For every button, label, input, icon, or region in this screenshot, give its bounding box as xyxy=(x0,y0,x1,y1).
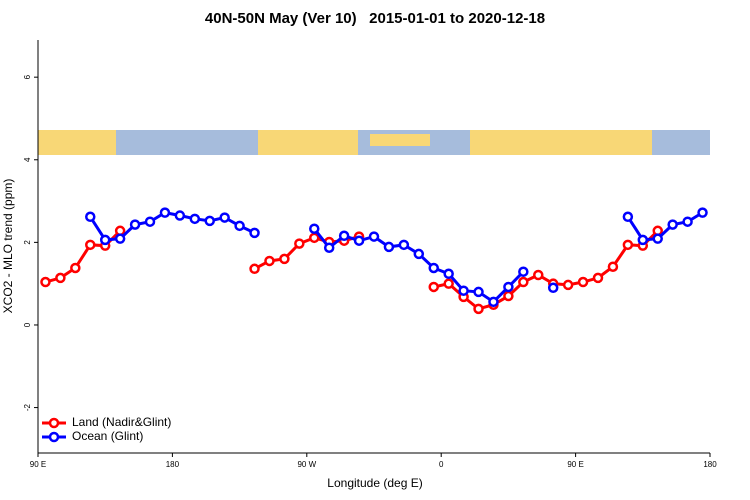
legend-label: Ocean (Glint) xyxy=(72,429,143,443)
legend-label: Land (Nadir&Glint) xyxy=(72,415,171,429)
x-tick-label: 90 W xyxy=(297,460,316,469)
data-point xyxy=(353,235,365,246)
data-point xyxy=(428,281,439,293)
data-point xyxy=(697,207,708,218)
data-point xyxy=(249,227,260,239)
data-point xyxy=(249,263,260,275)
data-point xyxy=(338,230,350,242)
data-point xyxy=(85,211,96,223)
data-point xyxy=(174,210,186,221)
data-point xyxy=(234,220,245,232)
data-point xyxy=(309,232,320,244)
data-point xyxy=(219,212,230,223)
data-point xyxy=(70,262,81,274)
x-tick-label: 90 E xyxy=(567,460,583,469)
x-tick-label: 0 xyxy=(439,460,444,469)
data-point xyxy=(129,219,141,230)
data-point xyxy=(577,276,589,288)
data-point xyxy=(204,215,215,227)
y-tick-label: 0 xyxy=(23,322,32,327)
data-point xyxy=(622,211,634,223)
data-point xyxy=(323,242,335,253)
data-point xyxy=(309,223,320,234)
data-point xyxy=(413,248,425,260)
data-point xyxy=(592,272,604,284)
data-point xyxy=(667,219,678,230)
x-axis-label: Longitude (deg E) xyxy=(327,476,422,490)
x-tick-label: 90 E xyxy=(30,460,46,469)
data-point xyxy=(488,296,499,308)
data-point xyxy=(518,266,529,277)
data-point xyxy=(503,290,514,302)
data-point xyxy=(443,278,454,289)
data-point xyxy=(279,253,290,265)
data-point xyxy=(533,269,544,281)
data-point xyxy=(473,286,484,298)
data-point xyxy=(503,281,514,293)
x-tick-label: 180 xyxy=(166,460,180,469)
legend-marker xyxy=(48,431,60,443)
data-point xyxy=(99,234,111,246)
x-tick-label: 180 xyxy=(703,460,717,469)
data-point xyxy=(518,276,529,288)
data-point xyxy=(443,268,454,280)
legend-marker xyxy=(48,417,60,429)
data-point xyxy=(652,233,663,244)
data-point xyxy=(55,272,66,284)
data-point xyxy=(144,216,156,227)
data-point xyxy=(622,239,634,251)
data-point xyxy=(264,255,275,267)
data-point xyxy=(547,282,559,294)
data-point xyxy=(383,241,395,253)
data-point xyxy=(114,233,126,244)
data-point xyxy=(473,303,484,315)
data-point xyxy=(428,262,439,274)
data-point xyxy=(607,261,619,272)
y-tick-label: 2 xyxy=(23,240,32,245)
data-point xyxy=(368,231,380,242)
legend: Land (Nadir&Glint)Ocean (Glint) xyxy=(42,415,171,443)
data-point xyxy=(159,207,171,218)
world-map-band xyxy=(38,130,710,155)
land xyxy=(370,134,430,146)
chart-title: 40N-50N May (Ver 10) 2015-01-01 to 2020-… xyxy=(205,10,545,27)
data-point xyxy=(40,276,51,288)
data-point xyxy=(458,285,469,296)
data-point xyxy=(398,239,410,251)
data-point xyxy=(85,239,96,251)
data-point xyxy=(562,279,574,291)
data-point xyxy=(637,234,649,246)
y-axis-label: XCO2 - MLO trend (ppm) xyxy=(1,179,15,314)
land xyxy=(38,130,116,155)
land xyxy=(258,130,358,155)
y-tick-label: -2 xyxy=(23,403,32,411)
y-tick-label: 4 xyxy=(23,157,32,162)
land xyxy=(470,130,652,155)
data-point xyxy=(682,216,693,227)
y-tick-label: 6 xyxy=(23,74,32,79)
data-point xyxy=(189,213,201,225)
data-point xyxy=(294,238,305,249)
